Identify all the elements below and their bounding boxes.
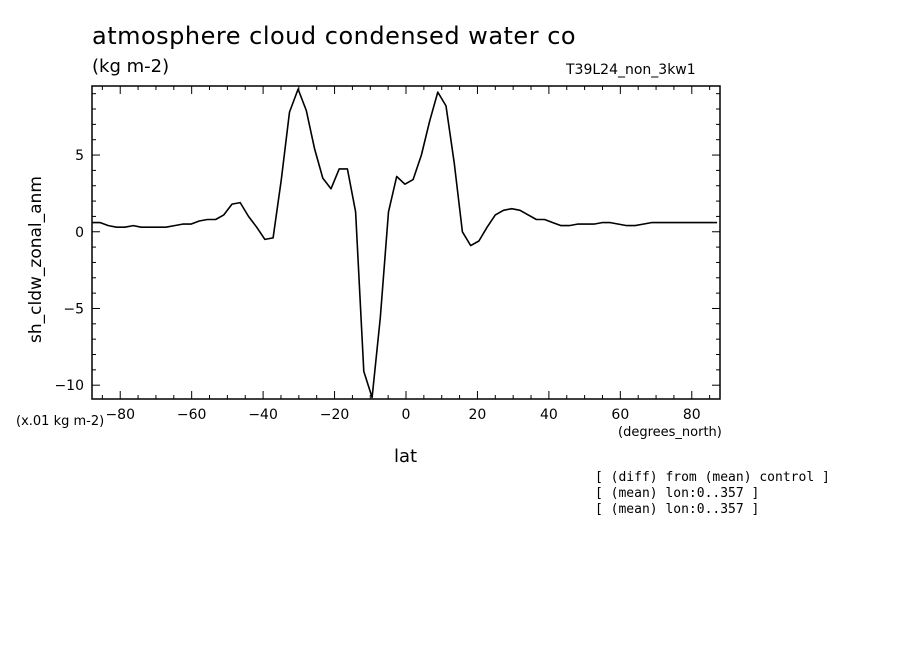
note-mean-lon-2: [ (mean) lon:0..357 ] (595, 502, 760, 517)
series-line (92, 88, 718, 399)
x-tick-label: −40 (248, 407, 278, 423)
y-tick-label: 5 (75, 148, 84, 164)
x-axis-label: lat (394, 446, 418, 467)
chart-units: (kg m-2) (92, 56, 170, 77)
x-tick-label: 0 (402, 407, 411, 423)
note-mean-lon-1: [ (mean) lon:0..357 ] (595, 486, 760, 501)
y-scale-note: (x.01 kg m-2) (16, 414, 105, 429)
x-tick-label: −60 (177, 407, 207, 423)
note-diff: [ (diff) from (mean) control ] (595, 470, 830, 485)
x-tick-label: 60 (611, 407, 629, 423)
y-tick-label: −10 (54, 378, 84, 394)
x-tick-label: 40 (540, 407, 558, 423)
run-id: T39L24_non_3kw1 (566, 62, 696, 78)
x-tick-label: −20 (320, 407, 350, 423)
y-tick-label: −5 (63, 301, 84, 317)
y-tick-label: 0 (75, 225, 84, 241)
x-units-label: (degrees_north) (618, 425, 722, 440)
x-tick-label: 80 (683, 407, 701, 423)
x-tick-label: −80 (105, 407, 135, 423)
x-tick-label: 20 (469, 407, 487, 423)
plot-frame (91, 85, 721, 400)
chart-title: atmosphere cloud condensed water co (92, 22, 577, 50)
